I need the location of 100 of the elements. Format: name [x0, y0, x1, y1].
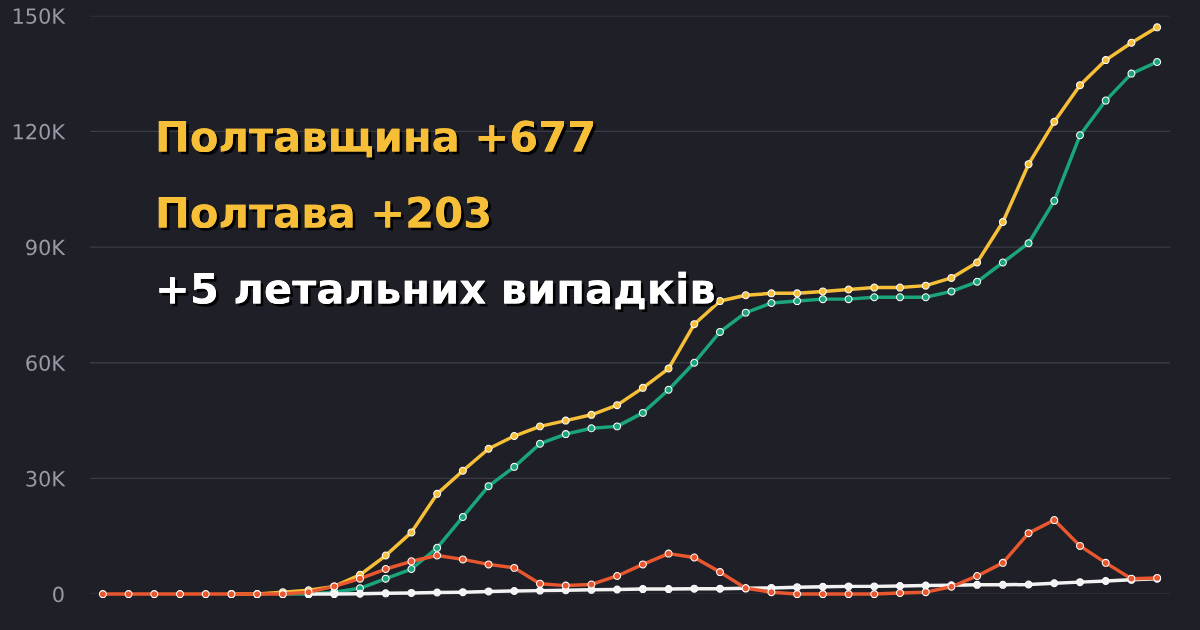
- point: [458, 512, 467, 521]
- y-tick-label: 150K: [13, 8, 66, 24]
- text: Полтавщина +677: [158, 120, 596, 161]
- point: [973, 571, 982, 580]
- point: [818, 287, 827, 296]
- point: [587, 424, 596, 433]
- point: [664, 385, 673, 394]
- text: Полтава +203: [158, 196, 492, 231]
- point: [921, 588, 930, 597]
- point: [921, 281, 930, 290]
- point: [1076, 541, 1084, 550]
- point: [664, 585, 673, 594]
- point: [998, 558, 1007, 567]
- point: [793, 583, 802, 592]
- point: [510, 563, 519, 572]
- point: [381, 574, 390, 583]
- point: [484, 587, 493, 596]
- point: [1024, 239, 1033, 248]
- point: [484, 482, 493, 491]
- point: [1050, 196, 1059, 205]
- point: [664, 364, 673, 373]
- y-tick-label: 30K: [26, 470, 66, 487]
- point: [536, 579, 544, 588]
- point: [1050, 516, 1059, 525]
- point: [536, 586, 544, 595]
- point: [433, 489, 442, 498]
- point: [433, 543, 442, 552]
- point: [844, 590, 853, 599]
- point: [767, 289, 776, 298]
- point: [947, 273, 956, 282]
- point: [844, 582, 853, 591]
- point: [201, 590, 210, 599]
- point: [998, 580, 1007, 589]
- point: [1076, 578, 1084, 587]
- annotation: +5 летальних випадків: [159, 271, 717, 313]
- point: [818, 590, 827, 599]
- point: [613, 422, 622, 431]
- point: [150, 590, 159, 599]
- point: [381, 589, 390, 598]
- point: [613, 585, 622, 594]
- point: [407, 565, 416, 574]
- point: [381, 551, 390, 560]
- point: [510, 587, 519, 595]
- y-tick-label: 90K: [26, 239, 66, 256]
- point: [921, 581, 930, 590]
- point: [896, 588, 904, 597]
- point: [1101, 96, 1110, 105]
- point: [741, 291, 750, 300]
- point: [844, 295, 853, 304]
- point: [870, 582, 879, 591]
- point: [638, 383, 647, 392]
- point: [921, 293, 930, 302]
- point: [407, 528, 416, 537]
- point: [381, 565, 390, 574]
- point: [1076, 81, 1084, 90]
- point: [407, 557, 416, 566]
- point: [716, 327, 724, 336]
- point: [1024, 529, 1033, 538]
- point: [561, 430, 570, 439]
- y-tick-label: 0: [53, 586, 64, 603]
- y-tick-label: 120K: [13, 123, 66, 140]
- point: [510, 462, 519, 471]
- point: [716, 584, 724, 593]
- point: [433, 551, 442, 560]
- point: [458, 588, 467, 597]
- point: [1024, 160, 1033, 169]
- point: [896, 582, 904, 590]
- point: [1024, 580, 1033, 589]
- y-tick-label: 60K: [26, 355, 66, 371]
- point: [998, 258, 1007, 267]
- point: [407, 588, 416, 597]
- point: [870, 590, 879, 599]
- point: [818, 295, 827, 304]
- point: [1101, 56, 1110, 65]
- point: [1076, 131, 1084, 140]
- point: [484, 444, 493, 453]
- point: [767, 588, 776, 597]
- point: [870, 293, 879, 302]
- point: [561, 416, 570, 425]
- point: [664, 549, 673, 558]
- point: [947, 287, 956, 296]
- point: [638, 560, 647, 569]
- point: [613, 571, 622, 580]
- point: [1153, 58, 1162, 67]
- point: [458, 555, 467, 564]
- point: [1101, 576, 1110, 585]
- point: [690, 358, 699, 367]
- point: [356, 574, 364, 583]
- point: [1101, 558, 1110, 567]
- point: [356, 589, 364, 598]
- point: [1127, 38, 1136, 47]
- point: [870, 283, 879, 292]
- point: [818, 582, 827, 591]
- point: [716, 568, 724, 577]
- point: [973, 258, 982, 267]
- point: [767, 299, 776, 307]
- point: [1127, 69, 1136, 78]
- point: [587, 580, 596, 589]
- point: [1050, 579, 1059, 588]
- point: [510, 432, 519, 440]
